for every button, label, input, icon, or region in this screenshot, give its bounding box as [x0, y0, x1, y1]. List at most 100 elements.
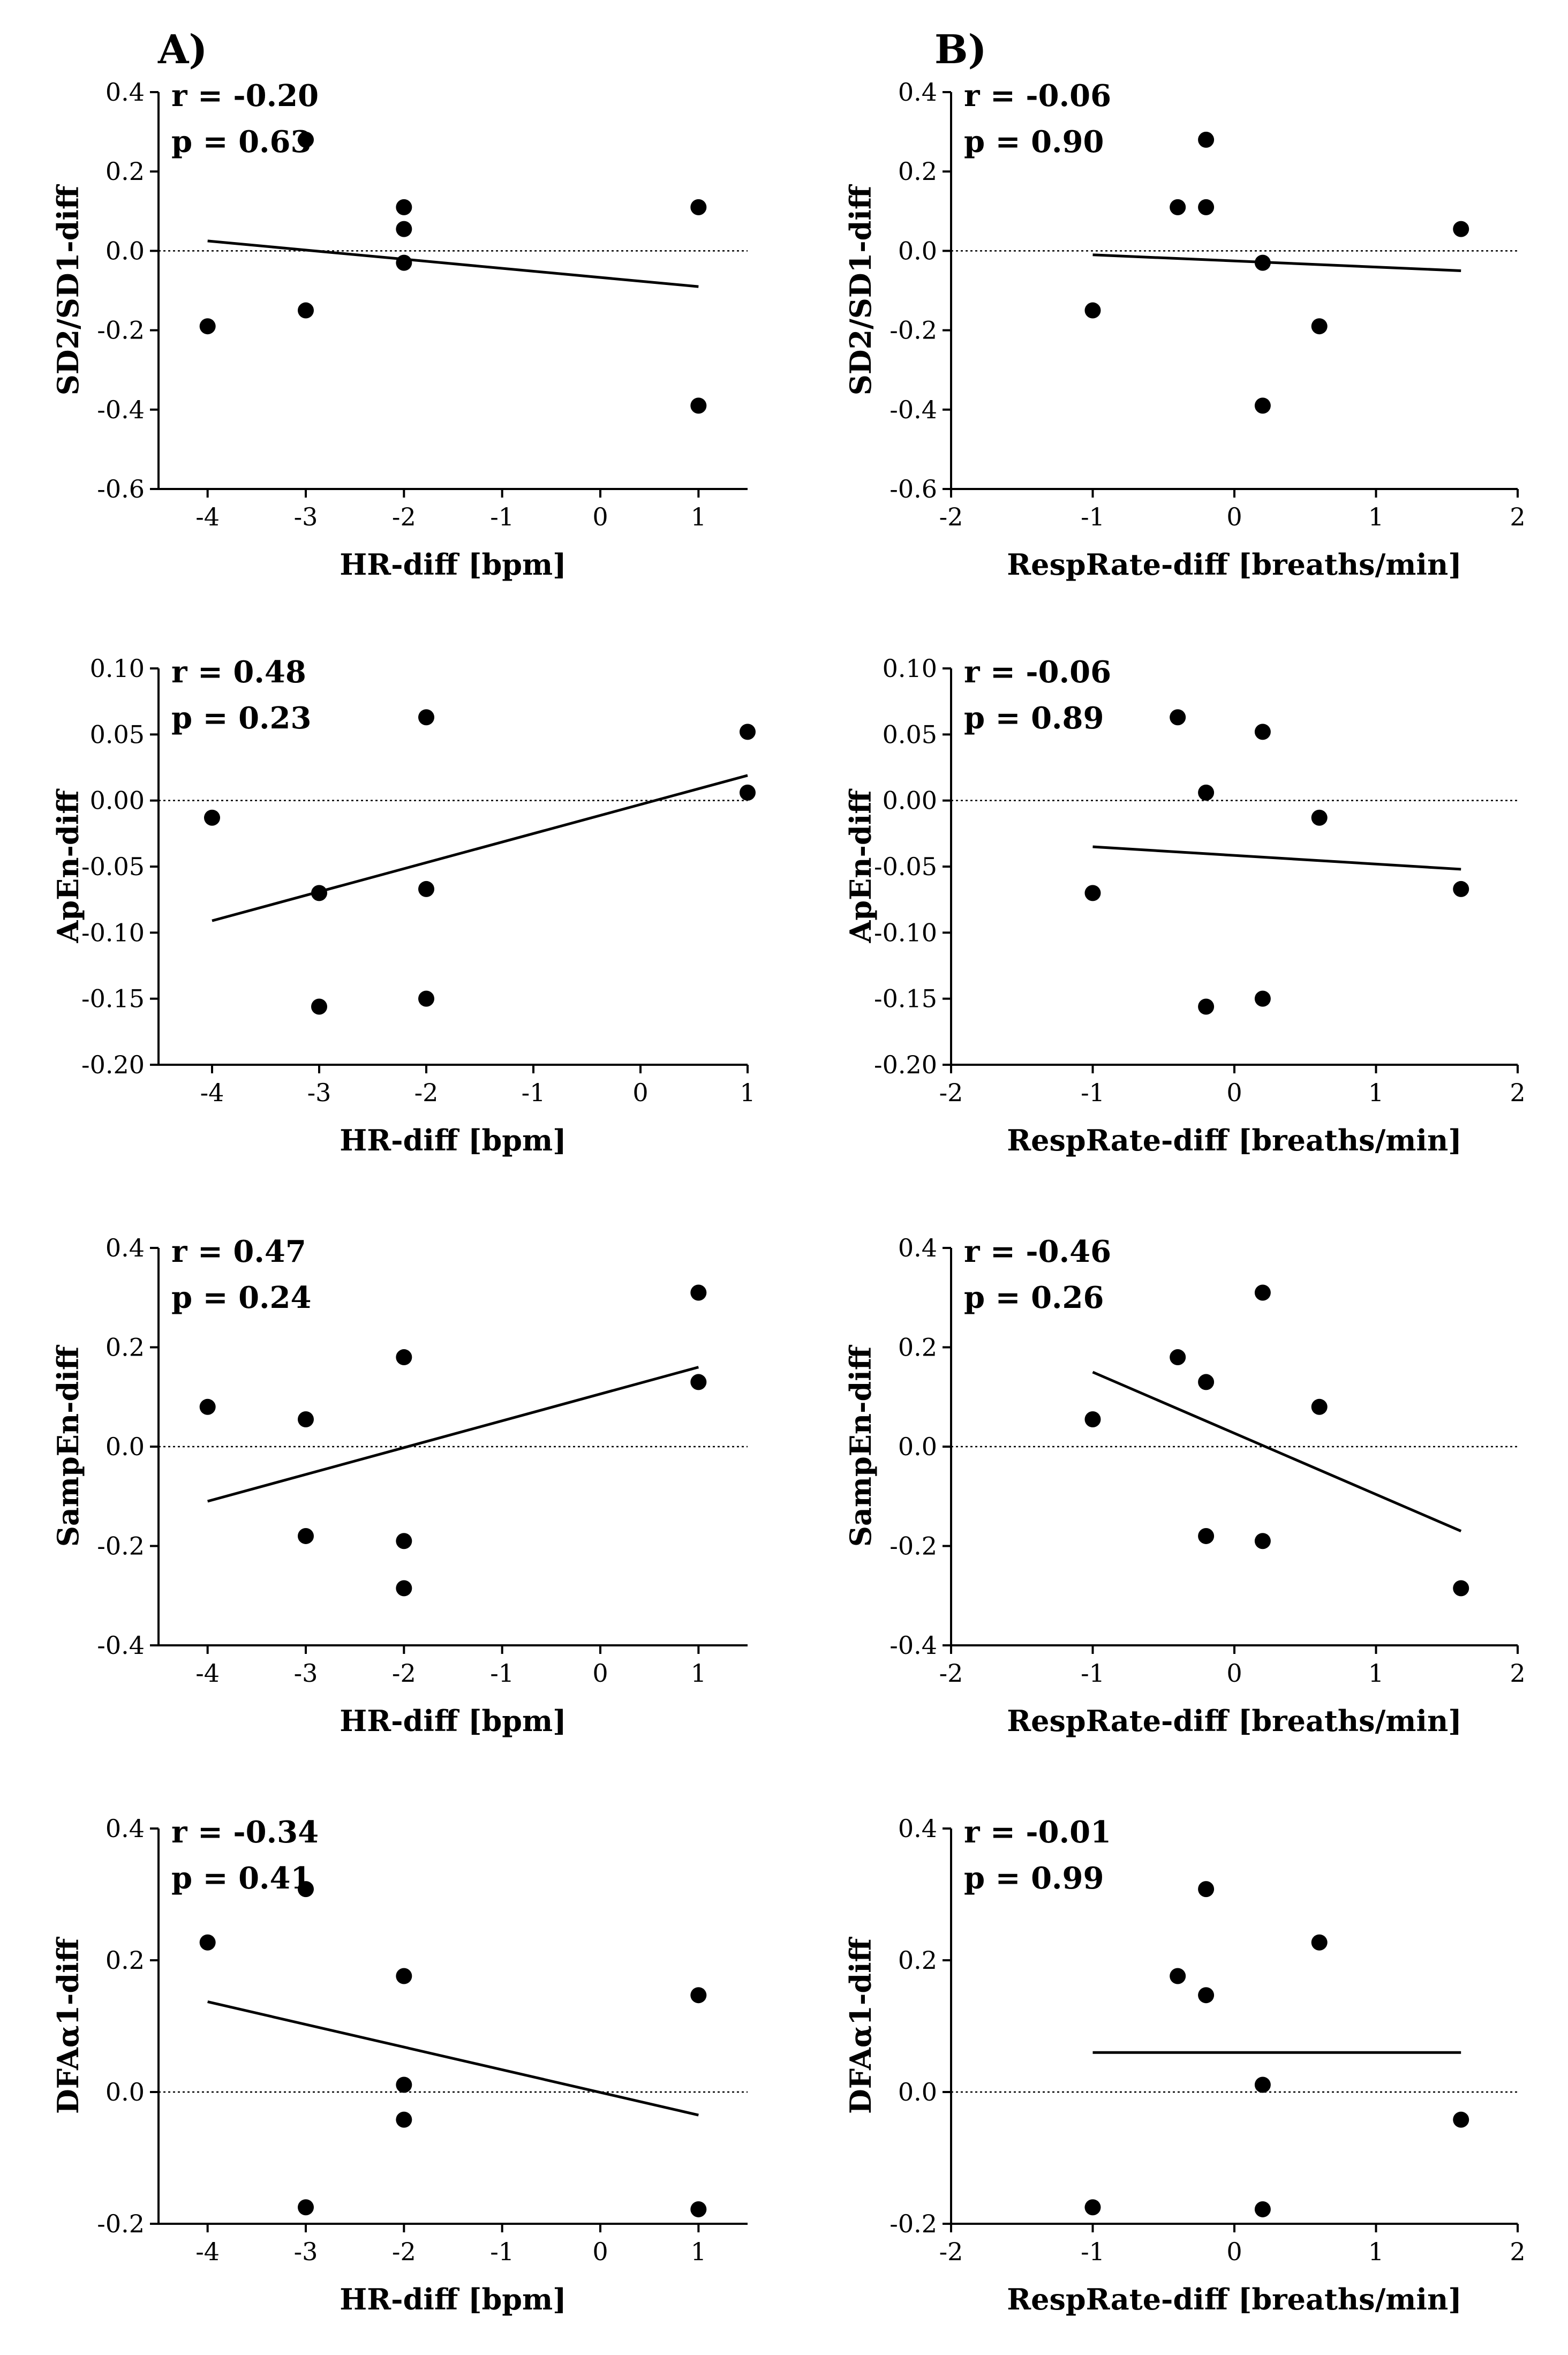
y-tick-label: 0.2 [105, 1333, 145, 1362]
y-tick-label: -0.15 [874, 984, 937, 1013]
data-point [690, 1284, 707, 1301]
y-tick-label: 0.2 [105, 157, 145, 186]
x-tick-label: 0 [1226, 1659, 1242, 1688]
data-point [298, 1881, 314, 1898]
data-point [1311, 809, 1328, 826]
regression-line [207, 2000, 699, 2117]
y-tick-label: 0.4 [898, 1814, 937, 1843]
plots-container: -0.6 -0.4 -0.2 0.0 0.2 0.4 -4 -3 -2 -1 0 1 r = -0.20… [51, 78, 1526, 2316]
data-point [690, 2201, 707, 2217]
p-value-label: p = 0.41 [171, 1861, 311, 1896]
x-tick-label: -1 [1081, 1659, 1105, 1688]
y-tick-label: 0.4 [105, 1814, 145, 1843]
x-axis-title: RespRate-diff [breaths/min] [1007, 2282, 1462, 2316]
data-point [1198, 1528, 1215, 1544]
x-tick-label: 1 [691, 1659, 706, 1688]
regression-line [207, 1366, 699, 1503]
y-tick-label: 0.2 [898, 1946, 937, 1975]
y-tick-label: -0.10 [874, 918, 937, 947]
x-tick-label: 0 [1226, 2237, 1242, 2266]
y-axis-title: ApEn-diff [843, 788, 878, 944]
y-tick-label: -0.05 [874, 852, 937, 881]
data-point [1254, 1533, 1271, 1549]
x-tick-label: 0 [592, 2237, 608, 2266]
data-point [204, 809, 220, 826]
x-tick-label: -4 [195, 502, 220, 531]
p-value-label: p = 0.89 [964, 701, 1104, 736]
x-tick-label: 1 [1368, 1659, 1384, 1688]
data-point [1198, 1987, 1215, 2004]
data-point [1254, 2201, 1271, 2217]
y-tick-label: -0.6 [97, 475, 145, 503]
x-tick-label: -3 [294, 2237, 318, 2266]
data-point [396, 1533, 412, 1549]
x-axis-title: HR-diff [bpm] [340, 1704, 566, 1738]
x-tick-label: 0 [1226, 1078, 1242, 1107]
y-tick-label: 0.0 [105, 1432, 145, 1461]
data-point [1453, 1580, 1469, 1597]
data-point [690, 1987, 707, 2004]
y-tick-label: -0.4 [889, 395, 937, 424]
x-tick-label: 0 [632, 1078, 648, 1107]
y-tick-label: 0.0 [898, 1432, 937, 1461]
p-value-label: p = 0.63 [171, 124, 311, 160]
x-axis-title: HR-diff [bpm] [340, 547, 566, 582]
data-point [199, 1934, 216, 1951]
x-tick-label: -4 [195, 1659, 220, 1688]
x-tick-label: -2 [939, 502, 963, 531]
y-tick-label: -0.20 [874, 1050, 937, 1079]
y-tick-label: 0.0 [105, 2078, 145, 2106]
data-point [1198, 199, 1215, 215]
data-point [1084, 2199, 1101, 2216]
r-value-label: r = -0.06 [964, 654, 1111, 690]
x-tick-label: 0 [1226, 502, 1242, 531]
regression-line [1092, 1371, 1462, 1532]
x-axis-title: RespRate-diff [breaths/min] [1007, 1123, 1462, 1157]
x-tick-label: 2 [1510, 2237, 1525, 2266]
data-point [1170, 199, 1186, 215]
data-point [1254, 990, 1271, 1007]
data-point [298, 131, 314, 148]
x-tick-label: -1 [1081, 502, 1105, 531]
r-value-label: r = -0.01 [964, 1815, 1111, 1850]
data-point [1311, 1934, 1328, 1951]
data-point [1198, 1881, 1215, 1898]
y-tick-label: -0.4 [97, 1631, 145, 1660]
x-axis-title: HR-diff [bpm] [340, 1123, 566, 1157]
scatter-plot-b-4: -0.2 0.0 0.2 0.4 -2 -1 0 1 2 r = -0.01 p = 0.99 Res… [843, 1814, 1526, 2316]
y-axis-title: SampEn-diff [843, 1344, 878, 1547]
y-axis-title: ApEn-diff [51, 788, 85, 944]
data-point [396, 2111, 412, 2128]
x-tick-label: 2 [1510, 1078, 1525, 1107]
data-point [418, 709, 434, 726]
x-tick-label: -3 [294, 1659, 318, 1688]
y-tick-label: 0.0 [898, 2078, 937, 2106]
data-point [1254, 254, 1271, 271]
data-point [1254, 724, 1271, 740]
panel-label-a: A) [157, 27, 207, 73]
x-tick-label: 1 [691, 2237, 706, 2266]
data-point [740, 784, 756, 801]
data-point [740, 724, 756, 740]
p-value-label: p = 0.23 [171, 701, 311, 736]
data-point [298, 1528, 314, 1544]
scatter-plot-b-3: -0.4 -0.2 0.0 0.2 0.4 -2 -1 0 1 2 r = -0.46 p = 0.2… [843, 1233, 1526, 1738]
scatter-plot-a-3: -0.4 -0.2 0.0 0.2 0.4 -4 -3 -2 -1 0 1 r = 0.47 p = 0… [51, 1233, 748, 1738]
data-point [690, 1374, 707, 1390]
data-point [396, 1349, 412, 1366]
data-point [1311, 318, 1328, 335]
y-tick-label: 0.2 [898, 157, 937, 186]
x-tick-label: 1 [691, 502, 706, 531]
y-tick-label: 0.2 [898, 1333, 937, 1362]
x-axis-title: RespRate-diff [breaths/min] [1007, 1704, 1462, 1738]
y-tick-label: 0.10 [90, 654, 145, 683]
x-tick-label: -3 [307, 1078, 331, 1107]
x-tick-label: 2 [1510, 1659, 1525, 1688]
y-tick-label: 0.4 [105, 1233, 145, 1262]
regression-line [1092, 253, 1461, 272]
y-tick-label: 0.4 [898, 78, 937, 107]
y-tick-label: -0.15 [81, 984, 145, 1013]
y-axis-title: SD2/SD1-diff [843, 184, 878, 395]
y-tick-label: 0.2 [105, 1946, 145, 1975]
data-point [1198, 998, 1215, 1015]
